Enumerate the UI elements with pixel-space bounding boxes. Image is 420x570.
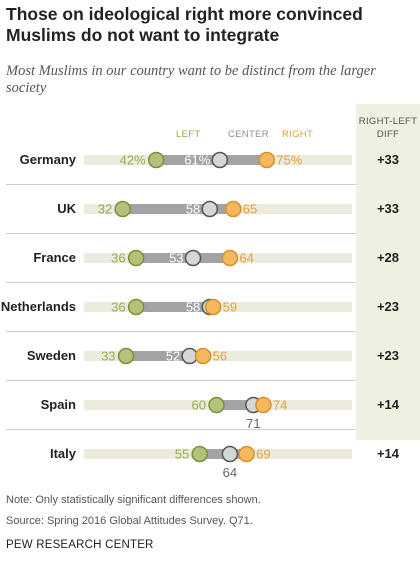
- country-label: Germany: [19, 152, 76, 167]
- row-divider: [6, 233, 356, 234]
- legend-left: LEFT: [176, 129, 201, 140]
- range-bar: [136, 253, 230, 263]
- right-dot: [225, 200, 242, 218]
- range-bar: [122, 204, 234, 214]
- country-label: Netherlands: [0, 299, 76, 314]
- center-value-label: 61%: [184, 153, 210, 168]
- left-dot: [117, 347, 135, 365]
- right-value-label: 75%: [276, 153, 302, 168]
- country-label: Italy: [49, 446, 76, 461]
- left-value-label: 36: [111, 251, 125, 266]
- diff-value: +33: [376, 201, 400, 216]
- center-dot: [211, 151, 229, 169]
- chart-source: Source: Spring 2016 Global Attitudes Sur…: [6, 515, 253, 527]
- center-dot: [184, 249, 202, 267]
- country-label: Spain: [40, 397, 76, 412]
- row-divider: [6, 282, 356, 283]
- chart-title: Those on ideological right more convince…: [6, 4, 363, 45]
- row-divider: [6, 380, 356, 381]
- row-divider: [6, 184, 356, 185]
- chart-subtitle: Most Muslims in our country want to be d…: [6, 63, 376, 96]
- center-value-label: 58: [186, 202, 200, 217]
- range-bar: [216, 400, 264, 410]
- center-value-label: 53: [169, 251, 183, 266]
- right-dot: [258, 151, 275, 169]
- row-divider: [6, 331, 356, 332]
- diff-value: +23: [376, 299, 400, 314]
- right-value-label: 69: [256, 447, 270, 462]
- right-value-label: 74: [273, 398, 287, 413]
- left-value-label: 36: [111, 300, 125, 315]
- country-label: Sweden: [26, 348, 76, 363]
- diff-column-background: [356, 104, 420, 440]
- diff-value: +14: [376, 446, 400, 461]
- left-dot: [127, 249, 145, 267]
- left-dot: [208, 396, 225, 414]
- legend-right: RIGHT: [282, 129, 314, 140]
- right-dot: [194, 347, 212, 365]
- diff-header-line-2: DIFF: [376, 129, 400, 140]
- right-value-label: 56: [213, 349, 227, 364]
- range-bar: [126, 351, 204, 361]
- left-dot: [127, 298, 145, 316]
- center-value-label: 64: [223, 465, 237, 480]
- right-value-label: 59: [223, 300, 237, 315]
- row-divider: [6, 429, 356, 430]
- left-value-label: 55: [175, 447, 189, 462]
- right-dot: [255, 396, 272, 414]
- right-value-label: 64: [239, 251, 253, 266]
- organization-name: PEW RESEARCH CENTER: [6, 539, 154, 551]
- left-dot: [114, 200, 131, 218]
- diff-value: +23: [376, 348, 400, 363]
- diff-header-line-1: RIGHT-LEFT: [358, 116, 418, 127]
- right-value-label: 65: [243, 202, 257, 217]
- country-label: UK: [57, 201, 76, 216]
- left-dot: [147, 151, 165, 169]
- left-value-label: 32: [98, 202, 112, 217]
- right-dot: [238, 445, 255, 463]
- row-track: [84, 351, 352, 361]
- left-value-label: 42%: [120, 153, 146, 168]
- right-dot: [204, 298, 222, 316]
- center-dot: [201, 200, 219, 218]
- diff-column-header: RIGHT-LEFT DIFF: [356, 115, 420, 141]
- left-dot: [191, 445, 208, 463]
- center-value-label: 52: [166, 349, 180, 364]
- right-dot: [221, 249, 239, 267]
- diff-value: +14: [376, 397, 400, 412]
- diff-value: +28: [376, 250, 400, 265]
- diff-value: +33: [376, 152, 400, 167]
- left-value-label: 33: [101, 349, 115, 364]
- range-bar: [136, 302, 214, 312]
- chart-note: Note: Only statistically significant dif…: [6, 494, 261, 506]
- left-value-label: 60: [192, 398, 206, 413]
- legend-center: CENTER: [228, 129, 269, 140]
- range-bar: [156, 155, 267, 165]
- center-dot: [221, 445, 239, 463]
- center-value-label: 58: [186, 300, 200, 315]
- center-value-label: 71: [246, 416, 260, 431]
- country-label: France: [33, 250, 76, 265]
